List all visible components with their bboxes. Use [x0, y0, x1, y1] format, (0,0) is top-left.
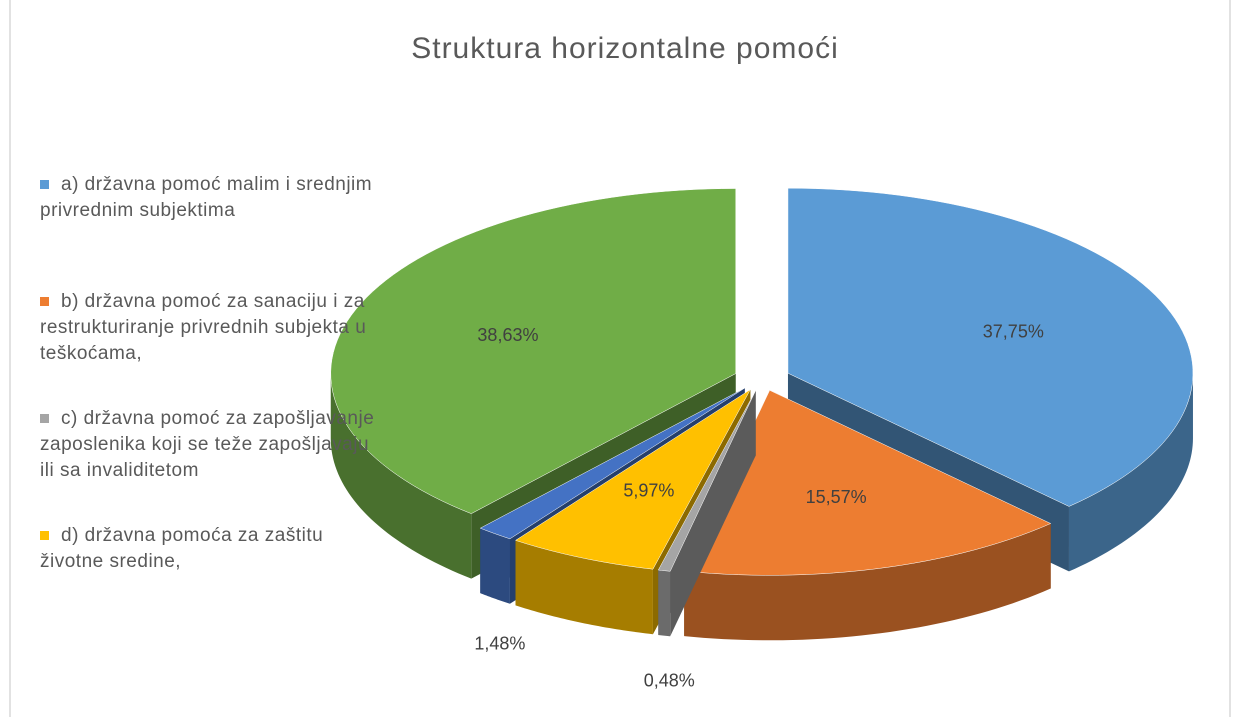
data-label: 37,75%: [983, 322, 1044, 342]
data-label: 38,63%: [477, 325, 538, 345]
legend-swatch: [40, 414, 49, 424]
slice-side: [658, 390, 756, 636]
legend-swatch: [40, 531, 49, 541]
pie-slice: [657, 390, 756, 637]
legend-label: c) državna pomoć za zapošljavanje zaposl…: [40, 408, 375, 481]
slice-top: [479, 387, 745, 540]
legend-item: d) državna pomoća za zaštitu životne sre…: [40, 523, 380, 575]
data-label: 15,57%: [806, 487, 867, 507]
plot-border: [9, 0, 1231, 717]
pie-slice: [683, 389, 1052, 641]
legend-label: b) državna pomoć za sanaciju i za restru…: [40, 291, 367, 364]
legend-swatch: [40, 297, 49, 307]
legend-item: b) državna pomoć za sanaciju i za restru…: [40, 289, 380, 367]
slice-wall: [330, 373, 472, 579]
legend-item: a) državna pomoć malim i srednjim privre…: [40, 172, 380, 224]
slice-wall: [1068, 373, 1193, 572]
legend-swatch: [40, 180, 49, 190]
slice-top: [787, 187, 1194, 507]
data-label: 1,48%: [474, 634, 525, 654]
slice-top: [330, 188, 737, 514]
data-label: 5,97%: [623, 480, 674, 500]
chart-title: Struktura horizontalne pomoći: [411, 32, 839, 65]
data-label: 0,48%: [644, 671, 695, 691]
slice-top: [657, 390, 756, 572]
slice-wall: [515, 540, 653, 635]
slice-top: [683, 389, 1052, 576]
slice-wall: [480, 528, 510, 604]
legend-label: d) državna pomoća za zaštitu životne sre…: [40, 525, 324, 572]
slice-top: [514, 389, 751, 570]
legend-item: c) državna pomoć za zapošljavanje zaposl…: [40, 406, 380, 484]
legend-label: a) državna pomoć malim i srednjim privre…: [40, 174, 373, 221]
slice-wall: [658, 570, 671, 637]
slice-wall: [684, 523, 1051, 641]
